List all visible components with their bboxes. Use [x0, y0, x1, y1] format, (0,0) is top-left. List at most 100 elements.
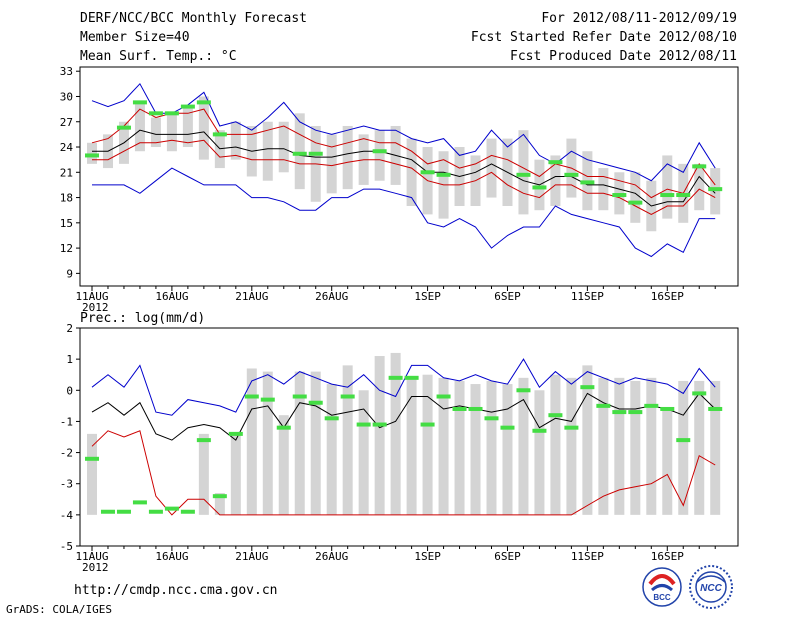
max-series-line	[91, 358, 716, 416]
variable-label: Mean Surf. Temp.: °C	[80, 49, 237, 64]
obs-marker	[292, 394, 307, 399]
box-bar	[134, 100, 145, 152]
box-bar	[710, 380, 721, 515]
box-bar	[230, 433, 241, 515]
box-bar	[326, 134, 337, 194]
box-bar	[310, 371, 321, 515]
footer-url[interactable]: http://cmdp.ncc.cma.gov.cn	[74, 583, 278, 598]
y-tick-label: 24	[60, 141, 74, 154]
box-bar	[614, 377, 625, 515]
grads-credit: GrADS: COLA/IGES	[6, 603, 112, 616]
y-tick-label: -3	[60, 478, 73, 491]
box-bar	[646, 377, 657, 515]
x-tick-label: 26AUG	[315, 290, 348, 303]
mean-series-line	[92, 129, 716, 207]
obs-marker	[516, 172, 531, 177]
box-bar	[566, 377, 577, 515]
box-bar	[374, 130, 385, 181]
box-bar	[326, 384, 337, 515]
obs-marker	[180, 104, 195, 109]
obs-marker	[85, 153, 99, 158]
obs-marker	[164, 111, 179, 116]
obs-marker	[532, 185, 547, 190]
obs-marker	[436, 394, 451, 399]
y-tick-label: 15	[60, 217, 73, 230]
box-bar	[87, 433, 97, 515]
obs-marker	[196, 100, 211, 105]
box-bar	[518, 130, 529, 215]
obs-marker	[196, 438, 211, 443]
obs-marker	[564, 172, 579, 177]
obs-marker	[660, 193, 675, 198]
obs-marker	[580, 385, 595, 390]
x-tick-label: 21AUG	[235, 550, 268, 563]
obs-marker	[308, 400, 323, 405]
box-bar	[630, 172, 641, 223]
box-bar	[662, 408, 673, 515]
mean-series-line	[91, 392, 716, 441]
obs-marker	[692, 391, 707, 396]
box-bar	[214, 493, 225, 515]
obs-marker	[132, 100, 147, 105]
obs-marker	[420, 170, 435, 175]
year-label: 2012	[82, 561, 109, 574]
box-bar	[550, 374, 561, 515]
obs-marker	[404, 375, 419, 380]
forecast-started-date: Fcst Started Refer Date 2012/08/10	[470, 30, 737, 45]
obs-marker	[212, 494, 227, 499]
forecast-produced-date: Fcst Produced Date 2012/08/11	[510, 49, 737, 64]
box-bar	[694, 380, 705, 515]
box-bar	[406, 138, 417, 206]
box-bar	[518, 377, 529, 515]
obs-marker	[276, 425, 291, 430]
obs-marker	[164, 506, 179, 511]
obs-marker	[244, 394, 259, 399]
x-tick-label: 6SEP	[494, 550, 521, 563]
obs-marker	[580, 180, 595, 185]
y-tick-label: -4	[60, 509, 74, 522]
obs-marker	[516, 388, 531, 393]
min-series-line	[92, 167, 716, 258]
x-tick-label: 11AUG	[75, 550, 108, 563]
y-tick-label: 33	[60, 65, 73, 78]
box-bar	[598, 377, 609, 515]
box-bar	[278, 415, 289, 515]
obs-marker	[420, 422, 435, 427]
x-tick-label: 26AUG	[315, 550, 348, 563]
obs-marker	[212, 132, 227, 137]
box-bar	[662, 155, 673, 219]
box-bar	[406, 377, 417, 515]
box-bar	[262, 371, 273, 515]
box-bar	[166, 113, 177, 152]
obs-marker	[628, 410, 643, 415]
y-tick-label: -2	[60, 447, 73, 460]
box-bar	[342, 125, 353, 190]
temperature-panel: 9 12 15 18 21 24 27 30 33 11AUG 16AUG 21AUG 26AUG 1SE…	[60, 65, 739, 314]
box-bar	[438, 377, 449, 515]
obs-marker	[564, 425, 579, 430]
obs-marker	[148, 509, 163, 514]
obs-marker	[676, 438, 691, 443]
spread-series-line	[91, 430, 716, 516]
y-tick-label: 27	[60, 116, 73, 129]
y-tick-label: 30	[60, 90, 73, 103]
x-tick-label: 21AUG	[235, 290, 268, 303]
box-bar	[87, 142, 97, 164]
box-bar	[454, 380, 465, 515]
box-bar	[550, 155, 561, 206]
x-tick-label: 11SEP	[571, 550, 604, 563]
x-tick-label: 16AUG	[155, 550, 188, 563]
obs-marker	[228, 431, 243, 436]
box-bar	[470, 384, 481, 515]
lower-series-line	[92, 139, 716, 215]
obs-marker	[340, 394, 355, 399]
x-tick-label: 16AUG	[155, 290, 188, 303]
obs-marker	[452, 406, 467, 411]
x-tick-label: 11AUG	[75, 290, 108, 303]
y-tick-label: 9	[66, 267, 73, 280]
plot-frame	[79, 327, 739, 547]
obs-marker	[356, 422, 371, 427]
box-bar	[678, 380, 689, 515]
precipitation-panel: -5 -4 -3 -2 -1 0 1 2 11AUG 16AUG 21AUG 26AUG 1SEP 6SE…	[60, 322, 739, 574]
